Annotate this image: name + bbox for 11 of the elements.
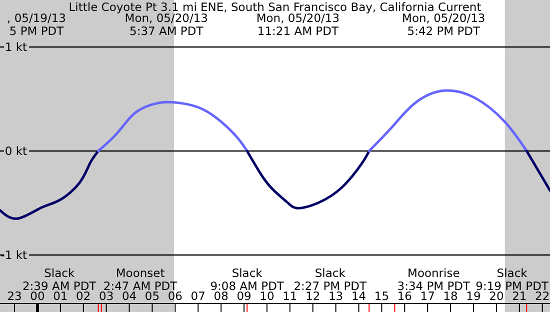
x-tick-label: 23 — [7, 289, 22, 303]
y-tick-label: -1 kt — [0, 248, 28, 262]
y-tick-label: 0 kt — [4, 144, 28, 158]
x2-tick-label: Mon, 05/20/13 5:42 PM PDT — [402, 11, 486, 38]
text: , 05/19/13 5 PM PDT — [7, 11, 66, 38]
chart-title: Little Coyote Pt 3.1 mi ENE, South San Francisco Bay, California Current — [68, 0, 482, 14]
x2-tick-label: Mon, 05/20/13 5:37 AM PDT — [124, 11, 208, 38]
x-tick-label: 15 — [374, 289, 390, 303]
x-tick-label: 07 — [190, 289, 206, 303]
y-tick-label: 1 kt — [4, 40, 28, 54]
x2-tick-label: Mon, 05/20/13 11:21 AM PDT — [256, 11, 340, 38]
